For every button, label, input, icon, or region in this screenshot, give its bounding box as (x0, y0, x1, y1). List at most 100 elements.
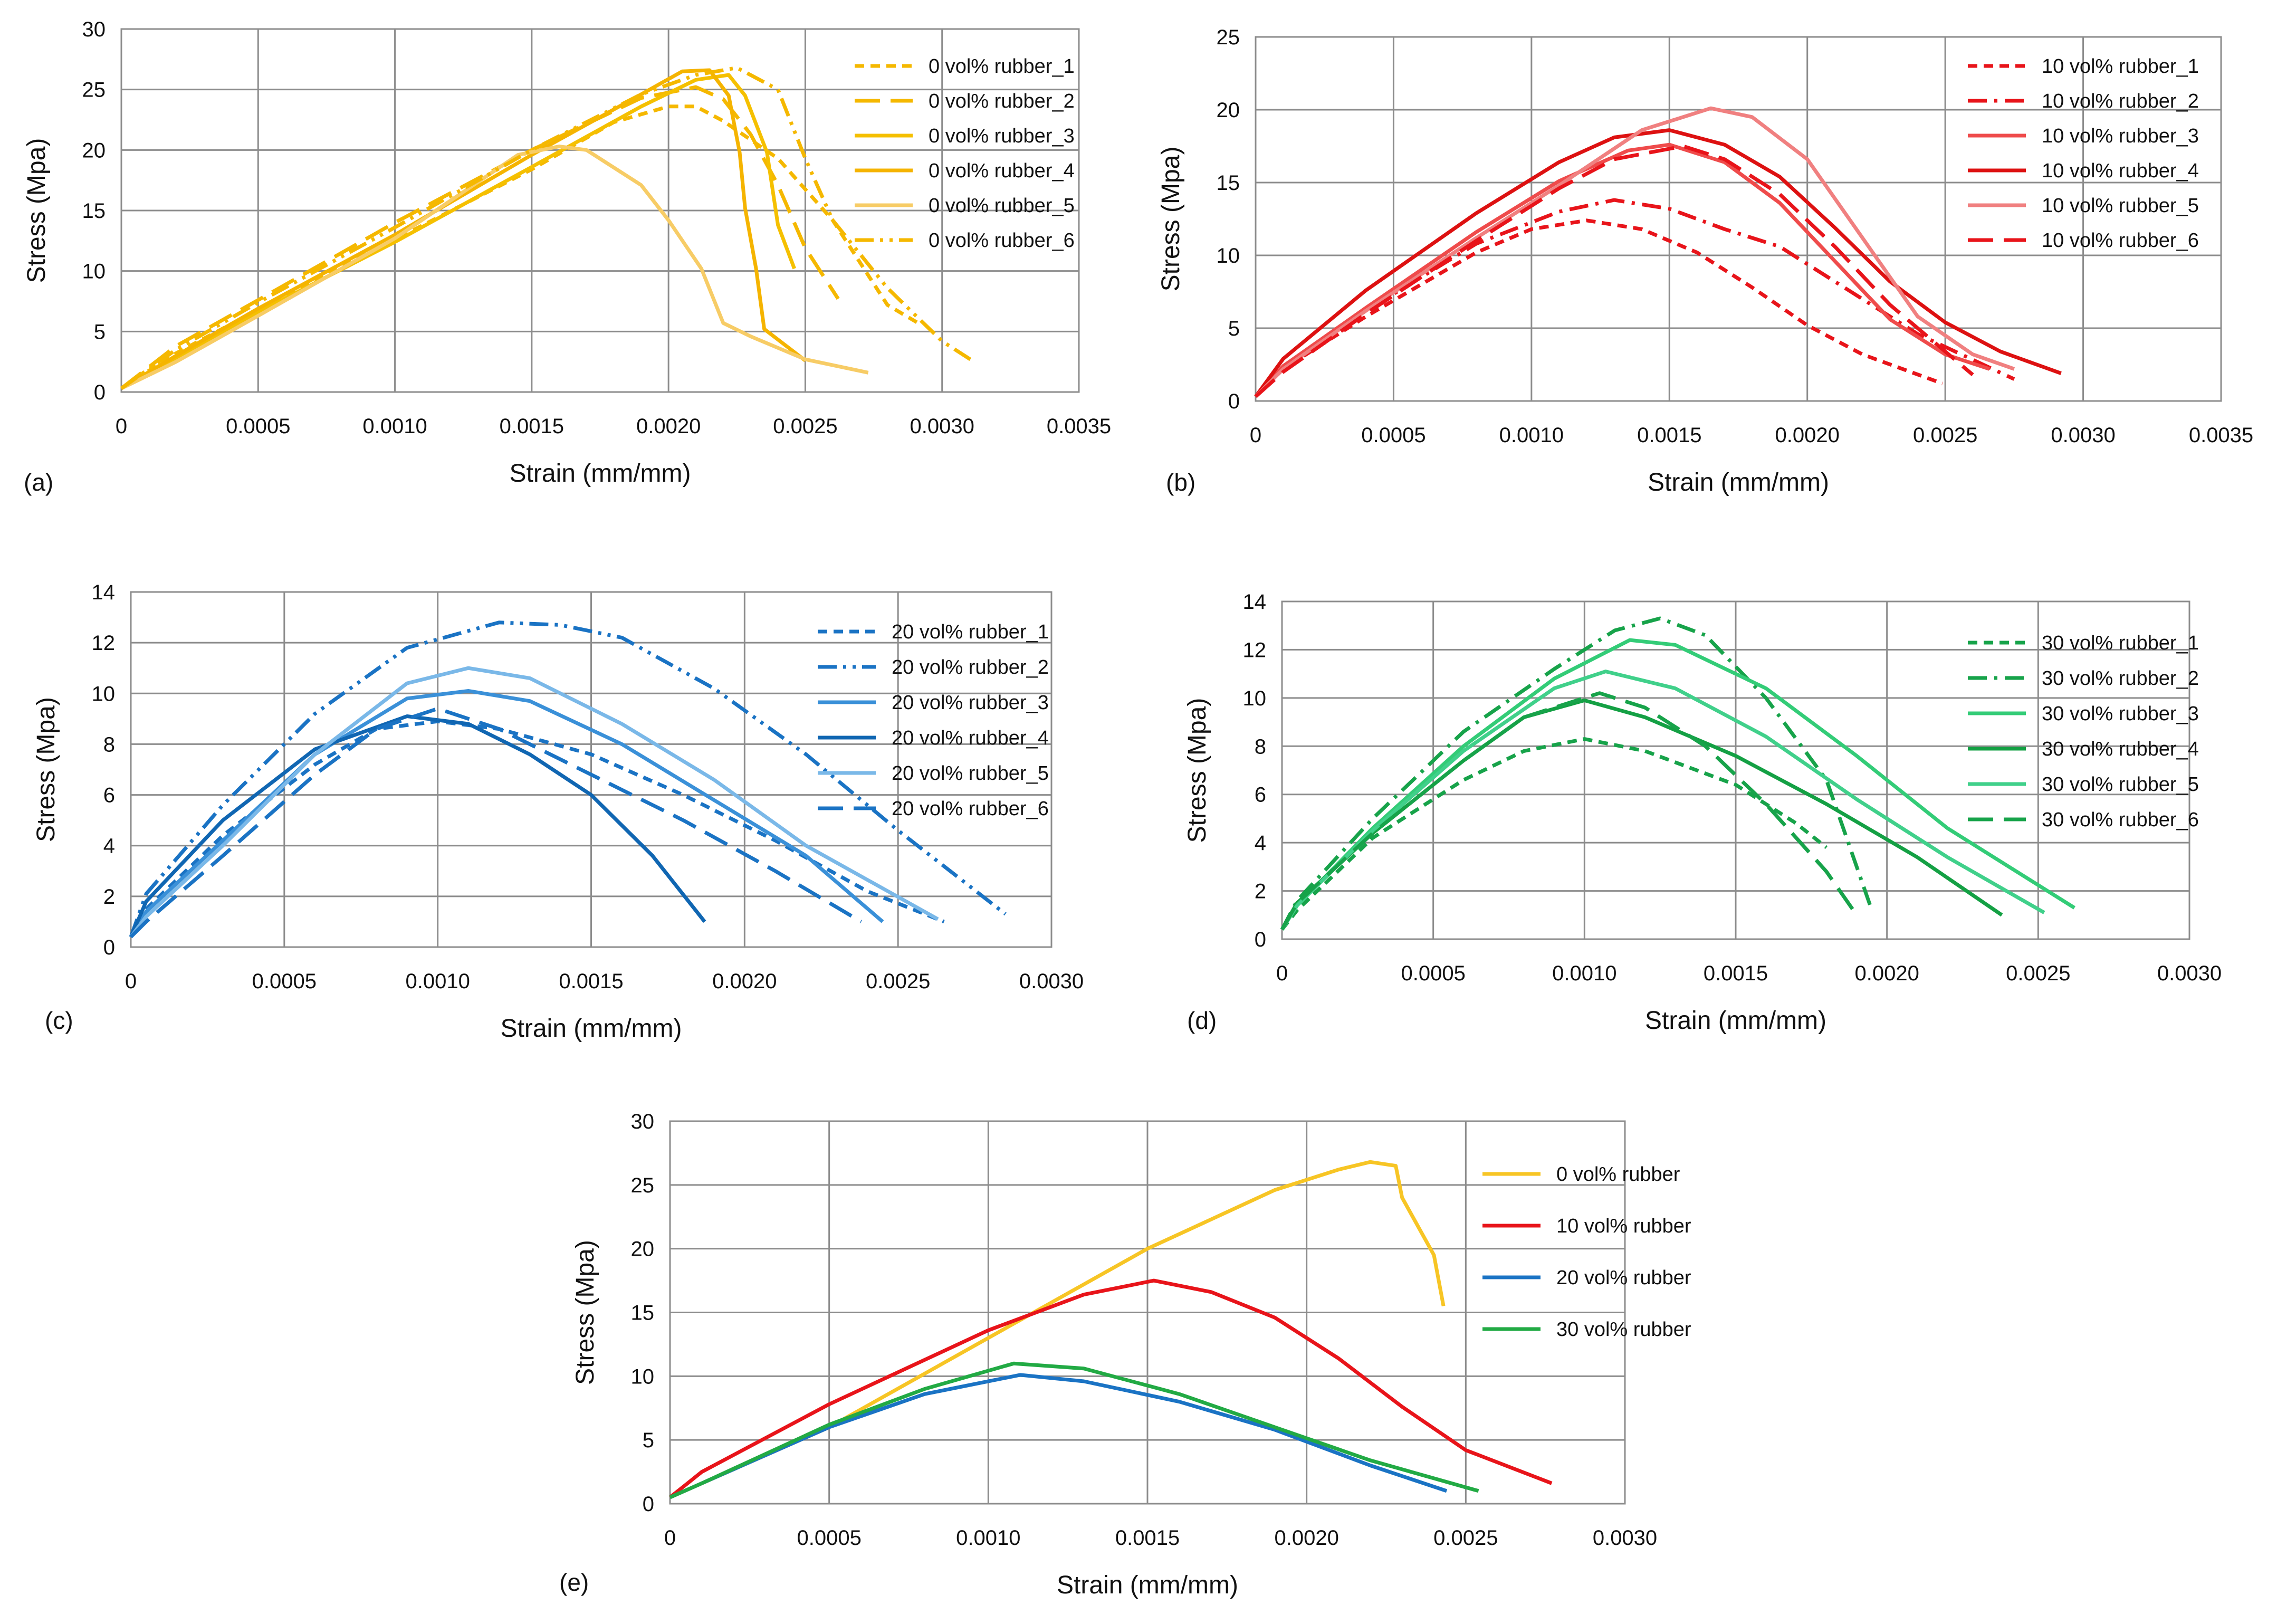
y-tick-label: 20 (631, 1238, 655, 1261)
legend-label: 20 vol% rubber_1 (892, 621, 1049, 643)
y-tick-label: 10 (631, 1365, 655, 1388)
x-axis-title: Strain (mm/mm) (1648, 469, 1829, 496)
x-tick-label: 0.0010 (1552, 962, 1616, 985)
y-axis-title: Stress (Mpa) (571, 1240, 599, 1385)
legend-item: 30 vol% rubber_4 (1968, 738, 2199, 760)
legend-item: 20 vol% rubber_2 (818, 656, 1049, 679)
y-tick-label: 0 (94, 381, 106, 404)
y-tick-label: 0 (643, 1493, 654, 1516)
series-line-5 (1280, 670, 2045, 931)
x-tick-label: 0.0020 (1274, 1526, 1338, 1550)
legend-label: 30 vol% rubber_1 (2042, 632, 2199, 654)
y-tick-label: 5 (94, 320, 106, 343)
x-tick-label: 0.0030 (1593, 1526, 1657, 1550)
series-line-5 (129, 666, 939, 938)
y-tick-label: 25 (1217, 26, 1240, 49)
y-tick-label: 30 (82, 18, 106, 41)
series-line-6 (129, 706, 863, 939)
series-line-4 (129, 714, 706, 938)
series-line-2 (668, 1278, 1553, 1499)
legend-item: 10 vol% rubber (1482, 1215, 1691, 1237)
legend-item: 30 vol% rubber_6 (1968, 809, 2199, 831)
y-tick-label: 25 (631, 1174, 655, 1197)
legend-item: 30 vol% rubber (1482, 1319, 1691, 1341)
legend-item: 20 vol% rubber_3 (818, 692, 1049, 714)
legend-label: 30 vol% rubber_2 (2042, 667, 2199, 690)
y-tick-label: 5 (1228, 317, 1240, 340)
x-tick-label: 0.0025 (773, 415, 837, 438)
y-tick-label: 10 (82, 260, 106, 283)
x-tick-label: 0.0030 (1019, 970, 1084, 993)
x-tick-label: 0.0030 (910, 415, 974, 438)
y-tick-label: 2 (103, 885, 115, 909)
y-tick-label: 14 (92, 581, 116, 604)
y-tick-label: 10 (1243, 687, 1267, 710)
legend-label: 0 vol% rubber_6 (929, 230, 1075, 252)
x-tick-label: 0 (116, 415, 127, 438)
series-line-5 (120, 145, 869, 390)
x-tick-label: 0.0015 (1704, 962, 1768, 985)
x-axis-title: Strain (mm/mm) (501, 1015, 682, 1043)
legend-label: 30 vol% rubber_6 (2042, 809, 2199, 831)
series-line-6 (1280, 691, 1859, 931)
x-tick-label: 0.0010 (1499, 424, 1564, 447)
series-line-1 (1254, 218, 1944, 398)
x-tick-label: 0.0020 (1775, 424, 1840, 447)
legend-label: 10 vol% rubber_6 (2042, 230, 2199, 252)
y-axis-title: Stress (Mpa) (1157, 147, 1185, 292)
x-tick-label: 0 (664, 1526, 676, 1550)
series-line-5 (1254, 106, 2015, 398)
legend-label: 20 vol% rubber_2 (892, 656, 1049, 679)
x-tick-label: 0 (1276, 962, 1288, 985)
series-line-4 (669, 1361, 1479, 1499)
legend: 20 vol% rubber_1 20 vol% rubber_2 20 vol% … (818, 621, 1049, 820)
legend-label: 0 vol% rubber_3 (929, 125, 1075, 147)
legend-item: 0 vol% rubber_3 (855, 125, 1075, 147)
x-axis-title: Strain (mm/mm) (510, 460, 691, 488)
x-tick-label: 0.0020 (636, 415, 701, 438)
legend-item: 0 vol% rubber_6 (855, 230, 1075, 252)
legend-item: 0 vol% rubber_5 (855, 195, 1075, 217)
y-axis-title: Stress (Mpa) (1183, 698, 1211, 843)
legend: 0 vol% rubber_1 0 vol% rubber_2 0 vol% rub… (855, 55, 1075, 252)
series-line-1 (669, 1160, 1446, 1499)
y-tick-label: 15 (631, 1302, 655, 1325)
legend-item: 30 vol% rubber_5 (1968, 773, 2199, 796)
x-axis-title: Strain (mm/mm) (1645, 1007, 1826, 1035)
legend-label: 20 vol% rubber_4 (892, 727, 1049, 749)
series-line-1 (1280, 737, 1828, 931)
legend-item: 30 vol% rubber_2 (1968, 667, 2199, 690)
legend-item: 30 vol% rubber_3 (1968, 703, 2199, 725)
legend-label: 10 vol% rubber_5 (2042, 195, 2199, 217)
x-tick-label: 0.0025 (1433, 1526, 1498, 1550)
x-tick-label: 0.0005 (252, 970, 317, 993)
legend-label: 0 vol% rubber (1556, 1163, 1680, 1186)
x-tick-label: 0.0015 (1115, 1526, 1180, 1550)
y-tick-label: 2 (1255, 880, 1266, 903)
panel-label: (e) (559, 1569, 589, 1596)
legend-label: 0 vol% rubber_2 (929, 90, 1075, 112)
x-tick-label: 0.0005 (797, 1526, 861, 1550)
chart-panel-5: 0 0.0005 0.0010 0.0015 0.0020 0.0025 0.0030 0 5 1… (559, 1110, 1691, 1599)
plot-area (1255, 36, 2222, 402)
x-tick-label: 0.0020 (712, 970, 777, 993)
legend-item: 10 vol% rubber_5 (1968, 195, 2199, 217)
y-tick-label: 15 (1217, 171, 1240, 195)
legend-item: 20 vol% rubber (1482, 1267, 1691, 1289)
legend-item: 10 vol% rubber_4 (1968, 160, 2199, 182)
legend-label: 10 vol% rubber_3 (2042, 125, 2199, 147)
series-line-6 (1254, 144, 1974, 398)
panel-label: (a) (24, 469, 53, 496)
x-tick-label: 0.0020 (1854, 962, 1919, 985)
legend-label: 20 vol% rubber_3 (892, 692, 1049, 714)
series-line-4 (120, 68, 807, 390)
x-tick-label: 0.0005 (226, 415, 290, 438)
panel-label: (d) (1187, 1007, 1217, 1034)
legend: 30 vol% rubber_1 30 vol% rubber_2 30 vol% … (1968, 632, 2199, 831)
x-tick-label: 0.0015 (1637, 424, 1701, 447)
legend-label: 10 vol% rubber_2 (2042, 90, 2199, 112)
y-tick-label: 30 (631, 1110, 655, 1133)
legend-item: 10 vol% rubber_2 (1968, 90, 2199, 112)
x-tick-label: 0 (1250, 424, 1261, 447)
